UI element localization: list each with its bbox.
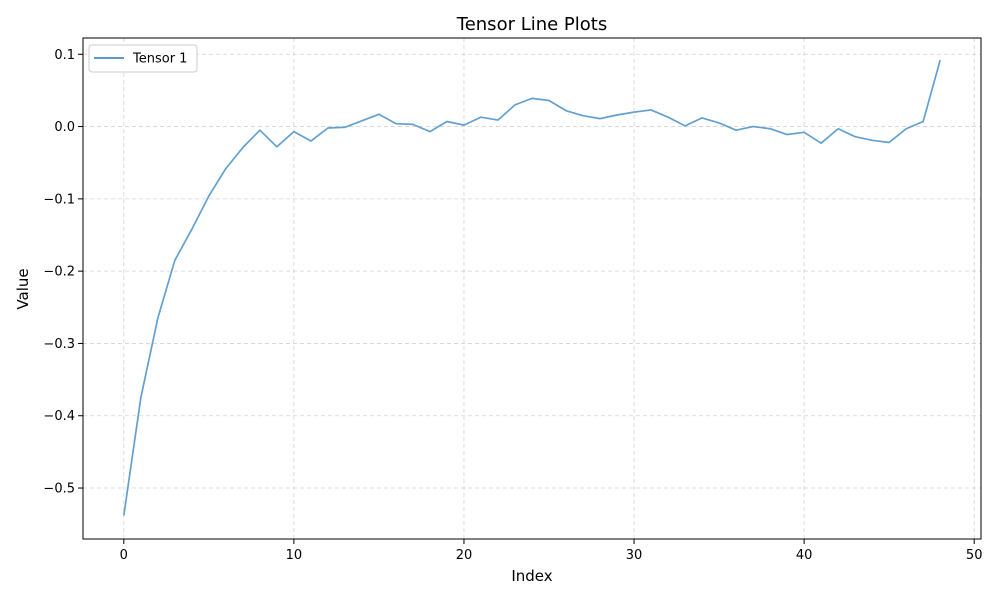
y-tick-label: −0.3: [43, 337, 75, 352]
y-tick-label: 0.1: [54, 48, 75, 63]
x-axis-label: Index: [511, 567, 552, 585]
y-tick-label: −0.4: [43, 409, 75, 424]
x-tick-label: 0: [120, 548, 128, 563]
legend: Tensor 1: [88, 44, 198, 73]
x-tick-label: 40: [796, 548, 813, 563]
plot-frame: [82, 37, 982, 540]
grid-layer: [83, 38, 981, 539]
tick-layer: 0 10 20 30 40 50 −0.5 −0.4 −0.3 −0.2 −0.1 0.0 0.1: [43, 48, 982, 563]
y-tick-label: −0.1: [43, 192, 75, 207]
y-tick-label: −0.2: [43, 265, 75, 280]
x-tick-label: 10: [286, 548, 303, 563]
x-tick-label: 50: [966, 548, 983, 563]
legend-box: [88, 44, 198, 73]
series-layer: [122, 59, 941, 516]
y-tick-label: −0.5: [43, 482, 75, 497]
legend-label-tensor-1: Tensor 1: [132, 52, 187, 67]
chart-title: Tensor Line Plots: [456, 14, 607, 35]
y-tick-label: 0.0: [54, 120, 75, 135]
x-tick-label: 30: [626, 548, 643, 563]
y-axis-label: Value: [14, 268, 32, 309]
x-tick-label: 20: [456, 548, 473, 563]
series-line-1: [122, 59, 941, 516]
